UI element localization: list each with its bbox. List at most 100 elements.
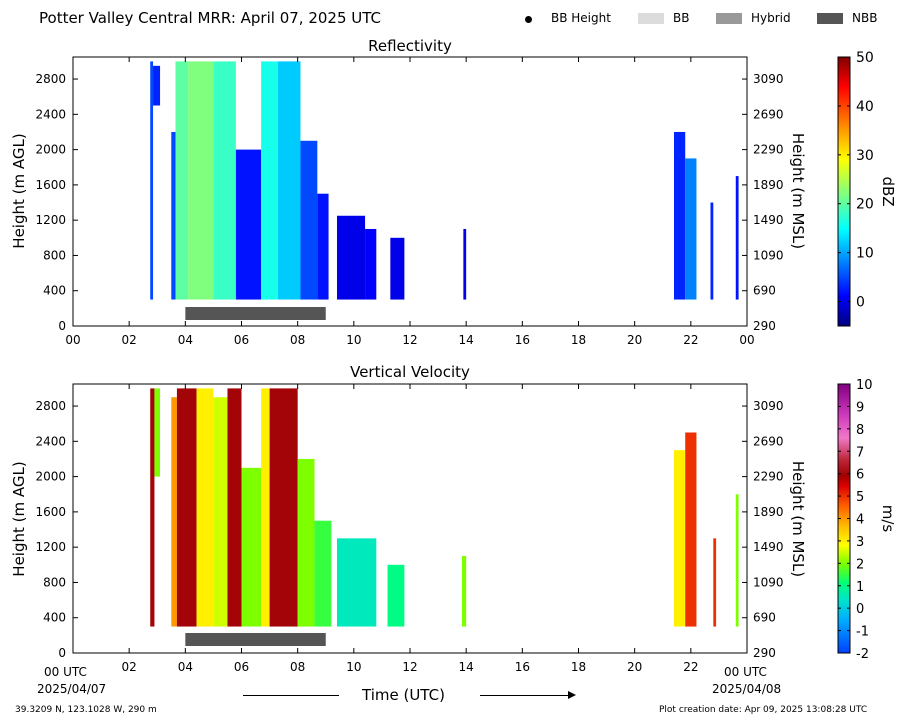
y-tick-label: 0 xyxy=(58,319,66,333)
legend-bb-swatch xyxy=(638,13,664,24)
y-tick-label: 2800 xyxy=(35,72,66,86)
y-axis-right-label: Height (m MSL) xyxy=(789,461,807,577)
colorbar-tick-label: 10 xyxy=(856,246,874,262)
colorbar-gradient xyxy=(837,56,851,327)
x-tick-label: 22 xyxy=(683,660,698,674)
data-column xyxy=(336,538,377,627)
colorbar-tick-label: -2 xyxy=(856,647,869,662)
y-tick-right-label: 1090 xyxy=(753,248,784,262)
x-tick-label: 10 xyxy=(346,333,361,347)
data-column xyxy=(387,564,405,627)
data-column xyxy=(176,388,197,627)
y-tick-label: 800 xyxy=(43,575,66,589)
colorbar-tick-label: 40 xyxy=(856,99,874,115)
colorbar-tick-label: 8 xyxy=(856,423,864,438)
data-column xyxy=(365,228,377,300)
data-column xyxy=(314,520,332,627)
x-tick-label: 18 xyxy=(571,660,586,674)
nbb-band xyxy=(185,307,326,320)
x-tick-label: 04 xyxy=(178,333,193,347)
x-tick-label: 02 xyxy=(122,660,137,674)
x-tick-label: 22 xyxy=(683,333,698,347)
y-tick-right-label: 290 xyxy=(753,646,776,660)
y-tick-right-label: 1890 xyxy=(753,505,784,519)
y-tick-label: 2800 xyxy=(35,399,66,413)
x-tick-label: 02 xyxy=(122,333,137,347)
x-tick-label: 08 xyxy=(290,333,305,347)
data-column xyxy=(213,397,228,627)
x-tick-label: 14 xyxy=(459,660,474,674)
nbb-band xyxy=(185,633,326,646)
x-axis-label: Time (UTC) xyxy=(362,686,445,704)
x-tick-label: 20 xyxy=(627,333,642,347)
colorbar-tick-label: -1 xyxy=(856,625,869,640)
colorbar-tick-label: 1 xyxy=(856,580,864,595)
data-column xyxy=(673,450,686,627)
data-column xyxy=(710,202,714,300)
data-column xyxy=(150,61,154,300)
y-tick-label: 800 xyxy=(43,248,66,262)
x-tick-label: 00 xyxy=(739,333,754,347)
y-tick-label: 0 xyxy=(58,646,66,660)
colorbar-tick-label: 4 xyxy=(856,513,864,528)
data-column xyxy=(269,388,298,627)
colorbar-tick-label: 30 xyxy=(856,148,874,164)
y-axis-right-label: Height (m MSL) xyxy=(789,133,807,249)
colorbar-label: m/s xyxy=(879,505,897,533)
x-tick-label: 14 xyxy=(459,333,474,347)
y-tick-label: 2400 xyxy=(35,434,66,448)
colorbar-tick-label: 3 xyxy=(856,535,864,550)
colorbar-label: dBZ xyxy=(879,176,897,206)
data-column xyxy=(171,131,176,300)
colorbar-tick-label: 20 xyxy=(856,197,874,213)
legend-bb-height-marker xyxy=(525,16,532,23)
colorbar-tick-label: 0 xyxy=(856,295,865,311)
chart-title: Potter Valley Central MRR: April 07, 202… xyxy=(39,9,381,27)
y-axis-label: Height (m AGL) xyxy=(10,133,28,248)
y-tick-right-label: 3090 xyxy=(753,399,784,413)
y-tick-right-label: 3090 xyxy=(753,72,784,86)
panel-title: Vertical Velocity xyxy=(350,363,470,381)
data-column xyxy=(278,61,301,300)
y-tick-label: 400 xyxy=(43,611,66,625)
creation-date-text: Plot creation date: Apr 09, 2025 13:08:2… xyxy=(659,705,868,715)
x-tick-label: 16 xyxy=(515,333,530,347)
y-tick-right-label: 1490 xyxy=(753,540,784,554)
y-tick-right-label: 2690 xyxy=(753,434,784,448)
x-tick-label: 06 xyxy=(234,660,249,674)
x-axis-right-arrow-line xyxy=(480,695,570,696)
colorbar: -2 -1 0 1 2 3 4 5 6 7 8 9 10 m/s xyxy=(837,378,897,662)
x-tick-label: 00 xyxy=(65,333,80,347)
data-column xyxy=(673,131,686,300)
legend-bb-height-label: BB Height xyxy=(551,11,611,25)
y-tick-label: 2400 xyxy=(35,107,66,121)
data-column xyxy=(154,388,161,477)
colorbar-tick-label: 5 xyxy=(856,490,864,505)
legend-nbb-label: NBB xyxy=(852,11,878,25)
start-date-label: 2025/04/07 xyxy=(37,682,107,696)
end-time-label: 00 UTC xyxy=(724,665,767,679)
y-tick-label: 2000 xyxy=(35,143,66,157)
data-column xyxy=(150,388,155,627)
data-column xyxy=(235,149,262,300)
end-date-label: 2025/04/08 xyxy=(712,682,782,696)
y-tick-right-label: 2290 xyxy=(753,143,784,157)
y-tick-label: 400 xyxy=(43,284,66,298)
y-tick-label: 1200 xyxy=(35,213,66,227)
legend-bb-label: BB xyxy=(673,11,690,25)
data-column xyxy=(300,140,318,300)
data-column xyxy=(390,237,405,300)
colorbar-tick-label: 2 xyxy=(856,557,864,572)
legend-hybrid-swatch xyxy=(716,13,742,24)
y-tick-right-label: 1090 xyxy=(753,575,784,589)
x-tick-label: 10 xyxy=(346,660,361,674)
data-column xyxy=(261,388,270,627)
y-tick-right-label: 2290 xyxy=(753,470,784,484)
colorbar-tick-label: 50 xyxy=(856,50,874,66)
data-column xyxy=(261,61,279,300)
y-tick-label: 2000 xyxy=(35,470,66,484)
y-tick-right-label: 690 xyxy=(753,611,776,625)
data-column xyxy=(461,555,467,627)
data-column xyxy=(463,228,467,300)
y-tick-right-label: 2690 xyxy=(753,107,784,121)
